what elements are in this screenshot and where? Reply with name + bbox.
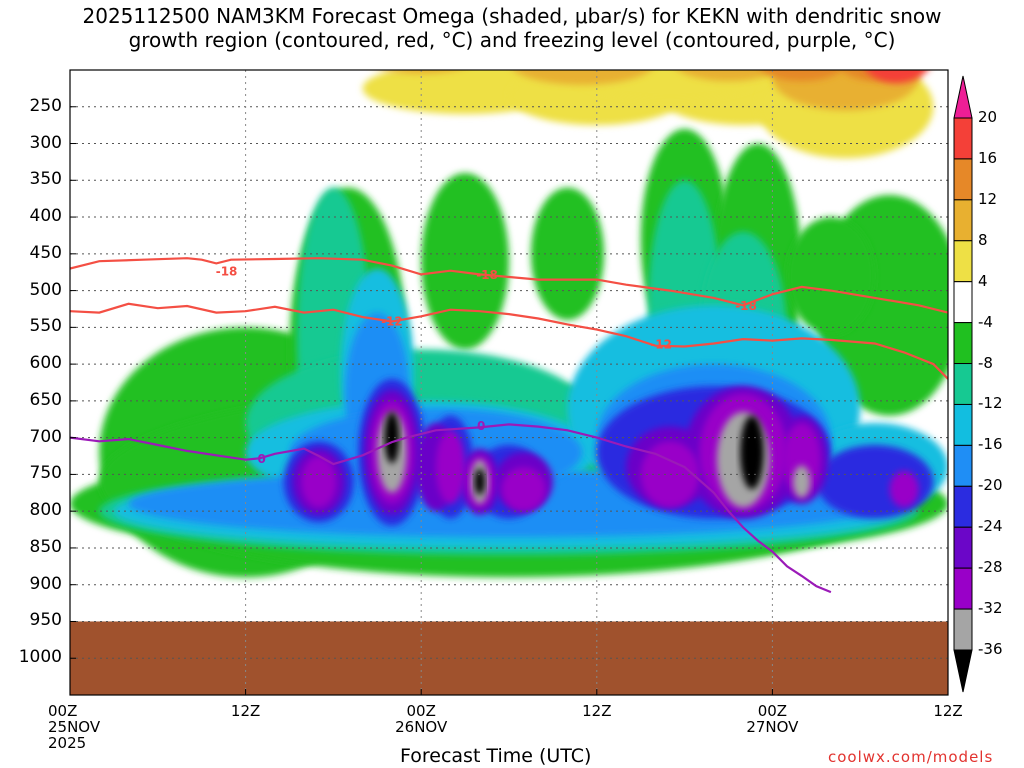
omega-cell [133, 70, 241, 96]
colorbar-swatch [953, 403, 973, 446]
colorbar-over-triangle [953, 75, 973, 119]
title-line-2: growth region (contoured, red, °C) and f… [128, 28, 896, 52]
colorbar [953, 75, 973, 693]
omega-cell [435, 430, 466, 504]
omega-cell [677, 70, 780, 82]
x-tick-label: 12Z [582, 702, 612, 720]
colorbar-label: 12 [978, 189, 998, 208]
colorbar-label: -20 [978, 476, 1003, 495]
contour-label: 0 [477, 419, 485, 433]
omega-cell [421, 172, 509, 350]
colorbar-label: -36 [978, 640, 1003, 658]
omega-cell [384, 411, 400, 464]
contour-label: -12 [650, 337, 672, 351]
y-tick-label: 400 [29, 206, 62, 227]
colorbar-swatch [953, 158, 973, 201]
colorbar-swatch [953, 281, 973, 324]
omega-cell [501, 467, 546, 512]
x-axis-title: Forecast Time (UTC) [400, 745, 592, 767]
colorbar-label: -8 [978, 353, 993, 372]
colorbar-swatch [953, 444, 973, 487]
contour-line [70, 302, 948, 380]
omega-cell [301, 456, 337, 508]
colorbar-label: 4 [978, 271, 988, 290]
y-tick-label: 500 [29, 279, 62, 300]
y-tick-label: 700 [29, 426, 62, 447]
omega-cell [530, 187, 605, 320]
x-tick-label: 00Z 26NOV [395, 702, 448, 736]
y-tick-label: 250 [29, 95, 62, 116]
chart-title: 2025112500 NAM3KM Forecast Omega (shaded… [0, 4, 1024, 52]
colorbar-under-triangle [953, 649, 973, 693]
title-line-1: 2025112500 NAM3KM Forecast Omega (shaded… [82, 4, 942, 28]
colorbar-label: -32 [978, 599, 1003, 618]
y-tick-label: 850 [29, 536, 62, 557]
omega-cell [370, 38, 443, 64]
contour-label: -12 [381, 314, 403, 328]
y-tick-label: 650 [29, 389, 62, 410]
colorbar-label: -28 [978, 558, 1003, 577]
axis-ticks [69, 106, 949, 695]
contour-label: -18 [735, 299, 757, 313]
colorbar-label: -4 [978, 312, 993, 331]
colorbar-label: -16 [978, 435, 1003, 454]
colorbar-swatch [953, 199, 973, 242]
omega-cell [889, 470, 919, 508]
contour-label: -18 [476, 268, 498, 282]
omega-cell [865, 70, 928, 84]
omega-cell [792, 465, 811, 498]
x-tick-label: 00Z 25NOV 2025 [48, 702, 101, 752]
y-tick-label: 750 [29, 463, 62, 484]
plot-frame [69, 69, 949, 696]
y-tick-label: 300 [29, 132, 62, 153]
contour-label: -18 [216, 264, 238, 278]
omega-cell [474, 468, 485, 495]
x-tick-label: 12Z [230, 702, 261, 720]
y-tick-label: 450 [29, 242, 62, 263]
colorbar-swatch [953, 567, 973, 610]
colorbar-label: 20 [978, 108, 998, 126]
y-tick-label: 600 [29, 353, 62, 374]
colorbar-label: 16 [978, 148, 998, 167]
credit-link[interactable]: coolwx.com/models [828, 748, 994, 766]
omega-cell [787, 217, 875, 335]
colorbar-swatch [953, 240, 973, 283]
omega-shading [70, 38, 948, 578]
colorbar-swatch [953, 485, 973, 528]
colorbar-swatch [953, 608, 973, 651]
colorbar-label: -12 [978, 394, 1003, 413]
omega-cell [761, 70, 842, 82]
colorbar-swatch [953, 526, 973, 569]
y-tick-label: 350 [29, 169, 62, 190]
y-tick-label: 950 [29, 610, 62, 631]
contour-label: 0 [258, 452, 266, 466]
x-tick-label: 12Z [933, 702, 963, 720]
omega-cell [513, 70, 652, 85]
omega-cell [782, 422, 821, 497]
y-tick-label: 900 [29, 573, 62, 594]
contour-line [70, 257, 948, 314]
temperature-contours: -18 -18 -18 -12 -12 0 0 [70, 257, 948, 594]
colorbar-label: 8 [978, 230, 988, 249]
omega-cell [386, 70, 457, 74]
y-tick-label: 550 [29, 316, 62, 337]
contour-line [70, 423, 832, 594]
x-tick-label: 00Z 27NOV [746, 702, 799, 736]
y-tick-label: 1000 [18, 647, 62, 668]
omega-cell [640, 441, 700, 508]
colorbar-swatch [953, 363, 973, 405]
colorbar-swatch [953, 322, 973, 365]
colorbar-swatch [953, 117, 973, 160]
colorbar-label: -24 [978, 517, 1003, 536]
omega-cell [740, 415, 764, 490]
y-tick-label: 800 [29, 500, 62, 521]
